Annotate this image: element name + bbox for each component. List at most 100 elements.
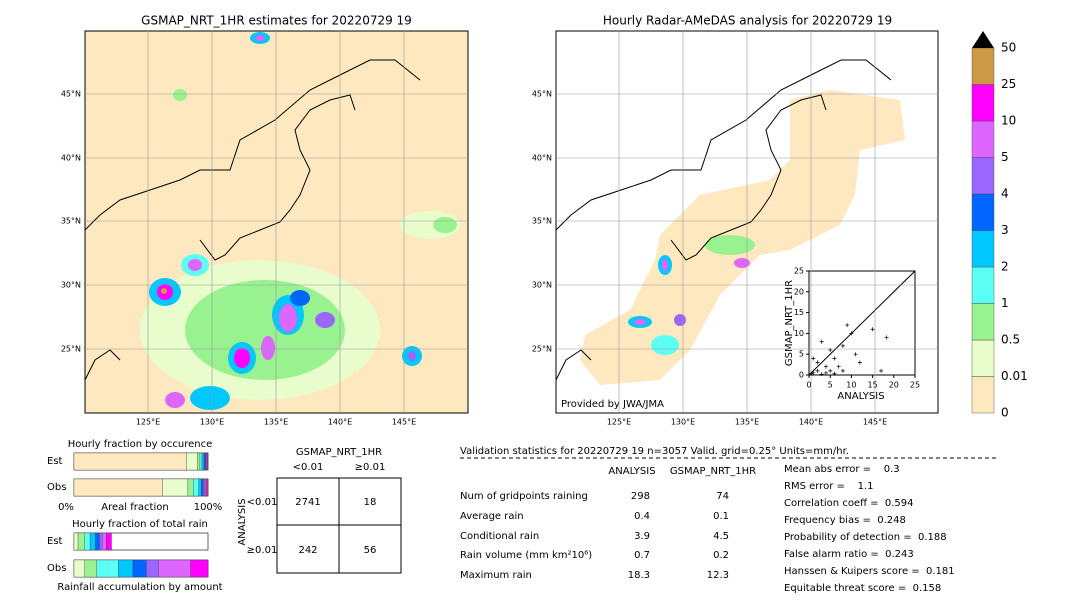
bar-segment [207, 479, 208, 496]
score: Equitable threat score = 0.158 [784, 583, 941, 594]
colorbar-label: 1 [1001, 296, 1009, 310]
colorbar-segment [972, 85, 994, 122]
bar-segment [74, 479, 162, 496]
colorbar-segment [972, 194, 994, 231]
col-header: GSMAP_NRT_1HR [670, 466, 756, 477]
bar-segment [74, 560, 85, 577]
bar-segment [106, 533, 111, 550]
colorbar-segment [972, 340, 994, 377]
colorbar-label: 0.5 [1001, 333, 1020, 347]
row-label: ≥0.01 [247, 545, 278, 556]
bar-segment [133, 560, 146, 577]
score: Hanssen & Kuipers score = 0.181 [784, 566, 955, 577]
row-label: <0.01 [247, 497, 278, 508]
x-tick-label: 15 [868, 381, 878, 390]
bar-segment [99, 533, 102, 550]
colorbar-label: 4 [1001, 187, 1009, 201]
bar-segment [204, 453, 205, 470]
bar-segment [85, 560, 97, 577]
colorbar-extend [972, 31, 994, 48]
colorbar-segment [972, 377, 994, 414]
cell: 0.2 [713, 550, 729, 561]
bar-segment [97, 560, 118, 577]
bar-segment [200, 453, 202, 470]
lon-label: 145°E [392, 418, 416, 427]
credit: Provided by JWA/JMA [561, 399, 664, 410]
lon-label: 145°E [863, 418, 887, 427]
row-label: Maximum rain [460, 570, 532, 581]
bar-segment [201, 479, 203, 496]
colorbar-segment [972, 304, 994, 341]
lat-label: 35°N [61, 217, 81, 226]
bar-segment [85, 533, 90, 550]
x-tick-label: 20 [889, 381, 899, 390]
y-tick-label: 20 [794, 287, 804, 296]
lat-label: 40°N [61, 154, 81, 163]
colorbar-segment [972, 121, 994, 158]
bar-segment [191, 560, 208, 577]
axis-label: Areal fraction [101, 502, 168, 513]
colorbar-label: 0.01 [1001, 369, 1028, 383]
lat-label: 45°N [61, 90, 81, 99]
bar-segment [78, 533, 85, 550]
bar-segment [188, 479, 193, 496]
lat-label: 30°N [532, 281, 552, 290]
bar-segment [206, 479, 207, 496]
lon-label: 130°E [200, 418, 224, 427]
bar-segment [202, 453, 204, 470]
cell: 56 [364, 545, 377, 556]
score: Mean abs error = 0.3 [784, 464, 900, 475]
lon-label: 140°E [328, 418, 352, 427]
row-label: Est [47, 456, 63, 467]
score: RMS error = 1.1 [784, 481, 874, 492]
bar-segment [102, 533, 106, 550]
bar-segment [203, 479, 204, 496]
lat-label: 45°N [532, 90, 552, 99]
y-tick-label: 5 [799, 350, 804, 359]
scatter-xlabel: ANALYSIS [837, 391, 884, 402]
lat-label: 25°N [532, 345, 552, 354]
bar-segment [197, 453, 200, 470]
score: Probability of detection = 0.188 [784, 532, 947, 543]
chart-title: Hourly fraction by occurence [68, 439, 212, 450]
col-label: <0.01 [293, 462, 324, 473]
row-label: Conditional rain [460, 531, 539, 542]
cell: 0.7 [634, 550, 650, 561]
colorbar-segment [972, 231, 994, 268]
bar-segment [193, 479, 198, 496]
cell: 242 [298, 545, 317, 556]
row-label: Num of gridpoints raining [460, 491, 588, 502]
cell: 4.5 [713, 531, 729, 542]
col-label: ≥0.01 [355, 462, 386, 473]
bar-segment [162, 479, 187, 496]
row-label: Obs [47, 482, 66, 493]
y-tick-label: 0 [799, 371, 804, 380]
lon-label: 135°E [264, 418, 288, 427]
axis-label: Rainfall accumulation by amount [57, 582, 222, 593]
bar-segment [187, 453, 198, 470]
bar-segment [146, 560, 158, 577]
score: Correlation coeff = 0.594 [784, 498, 914, 509]
col-header: ANALYSIS [608, 466, 655, 477]
y-tick-label: 25 [794, 267, 804, 276]
x-tick-label: 5 [828, 381, 833, 390]
lon-label: 125°E [607, 418, 631, 427]
colorbar-label: 5 [1001, 150, 1009, 164]
lon-label: 130°E [671, 418, 695, 427]
bar-segment [90, 533, 95, 550]
x-tick-label: 10 [846, 381, 856, 390]
cell: 12.3 [707, 570, 729, 581]
cell: 298 [631, 491, 650, 502]
table-title: GSMAP_NRT_1HR [296, 447, 382, 458]
cell: 18 [364, 497, 377, 508]
cell: 3.9 [634, 531, 650, 542]
score: Frequency bias = 0.248 [784, 515, 906, 526]
colorbar-label: 0 [1001, 406, 1009, 420]
bar-segment [199, 479, 202, 496]
cell: 18.3 [628, 570, 650, 581]
row-label: Rain volume (mm km²10⁶) [460, 550, 592, 561]
bar-segment [158, 560, 190, 577]
colorbar-label: 3 [1001, 223, 1009, 237]
bar-segment [205, 479, 206, 496]
